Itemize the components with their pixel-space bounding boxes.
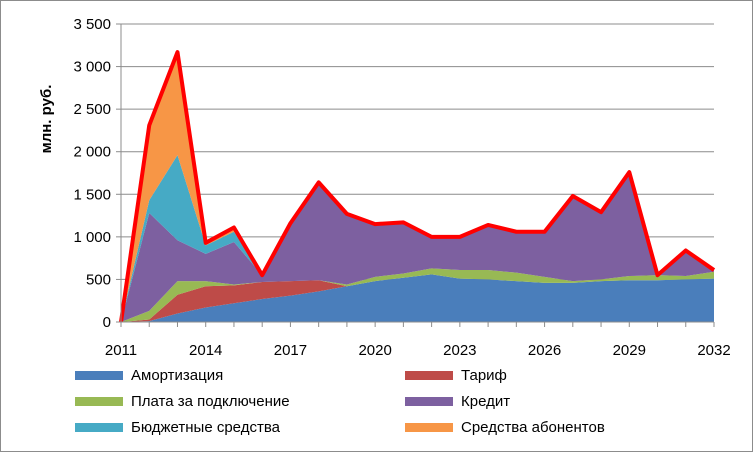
area-series-Тариф [121,274,714,322]
legend-item: Тариф [405,364,725,386]
y-tick-label: 3 500 [73,16,111,33]
legend-label: Тариф [461,366,507,384]
x-tick-label: 2023 [443,342,476,359]
total-line [119,50,716,323]
x-tick-label: 2011 [105,342,137,359]
legend-label: Плата за подключение [131,392,290,410]
y-tick-label: 500 [86,271,111,288]
axes [116,23,715,327]
legend-label: Средства абонентов [461,418,605,436]
legend-label: Амортизация [131,366,224,384]
legend-label: Бюджетные средства [131,418,280,436]
x-tick-label: 2026 [528,342,561,359]
legend-swatch [405,370,453,380]
legend-swatch [75,396,123,406]
legend-item: Амортизация [75,364,405,386]
tick-labels: 0 500 1 000 1 500 2 000 2 500 3 000 3 500 2011 20… [73,16,730,359]
y-tick-label: 1 500 [73,186,111,203]
y-tick-label: 2 000 [73,144,111,161]
legend-item: Плата за подключение [75,390,405,412]
y-axis-label: млн. руб. [38,85,55,154]
area-series-Бюджетные средства [121,155,714,322]
legend-swatch [75,422,123,432]
legend-label: Кредит [461,392,511,410]
legend-item: Кредит [405,390,725,412]
areas-layer [119,50,716,323]
legend-item: Средства абонентов [405,416,725,438]
legend-swatch [75,370,123,380]
x-tick-label: 2032 [697,342,730,359]
x-tick-label: 2014 [189,342,222,359]
legend-swatch [405,396,453,406]
y-tick-label: 1 000 [73,229,111,246]
x-tick-label: 2029 [613,342,646,359]
legend-swatch [405,422,453,432]
legend-item: Бюджетные средства [75,416,405,438]
y-tick-label: 3 000 [73,59,111,76]
area-series-Плата за подключение [121,268,714,322]
y-tick-label: 0 [103,314,111,331]
x-tick-label: 2020 [358,342,391,359]
y-tick-label: 2 500 [73,101,111,118]
legend: Амортизация Тариф Плата за подключение Кред… [75,364,735,438]
area-series-Кредит [121,172,714,322]
area-series-Амортизация [121,274,714,322]
x-tick-label: 2017 [274,342,307,359]
